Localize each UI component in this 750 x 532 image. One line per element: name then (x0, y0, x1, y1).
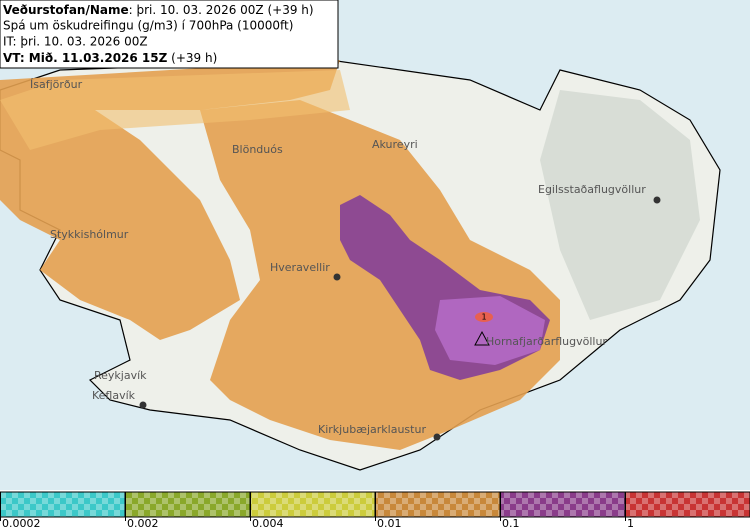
place-label: Blönduós (232, 143, 283, 156)
place-label: Hveravellir (270, 261, 330, 274)
colorbar-label: 0.004 (252, 517, 284, 530)
colorbar-segment (0, 491, 126, 518)
place-label: Akureyri (372, 138, 418, 151)
header-label: Veðurstofan/Name (3, 3, 129, 17)
place-dot (139, 401, 147, 409)
colorbar-label: 0.0002 (2, 517, 41, 530)
header-line1: Veðurstofan/Name: þri. 10. 03. 2026 00Z … (3, 3, 314, 17)
place-labels: Ísafjörður Blönduós Akureyri Egilsstaðaflug… (30, 78, 661, 441)
header-label: VT: Mið. 11.03.2026 15Z (3, 51, 168, 65)
terrain (540, 90, 700, 320)
colorbar-segment (249, 491, 376, 518)
ash-light (0, 70, 350, 150)
volcano-label: 1 (481, 313, 486, 322)
colorbar-segment (374, 491, 501, 518)
place-label: Egilsstaðaflugvöllur (538, 183, 646, 196)
place-dot (333, 273, 341, 281)
volcano-icon (474, 330, 490, 346)
ash-orange (0, 60, 560, 450)
header-box (0, 0, 339, 69)
ash-purple-core (435, 296, 545, 365)
place-label: Stykkishólmur (50, 228, 129, 241)
place-label: Kirkjubæjarklaustur (318, 423, 426, 436)
place-label: Hornafjarðarflugvöllur (486, 335, 607, 348)
place-dot (433, 433, 441, 441)
colorbar-segment (499, 491, 626, 518)
header-line4: VT: Mið. 11.03.2026 15Z (+39 h) (3, 51, 217, 65)
header-line3: IT: þri. 10. 03. 2026 00Z (3, 35, 148, 49)
colorbar-segment (124, 491, 251, 518)
colorbar: 0.0002 0.002 0.004 0.01 0.1 1 (0, 491, 750, 530)
place-label: Keflavík (92, 389, 136, 402)
header-value: : þri. 10. 03. 2026 00Z (+39 h) (129, 3, 314, 17)
ash-red (475, 312, 493, 322)
place-label: Reykjavík (94, 369, 147, 382)
colorbar-label: 1 (627, 517, 634, 530)
colorbar-label: 0.002 (127, 517, 159, 530)
colorbar-segment (624, 491, 750, 518)
place-label: Ísafjörður (30, 78, 83, 91)
place-dot (653, 196, 661, 204)
header-line2: Spá um öskudreifingu (g/m3) í 700hPa (10… (3, 19, 293, 33)
colorbar-label: 0.01 (377, 517, 402, 530)
colorbar-label: 0.1 (502, 517, 520, 530)
header-value: (+39 h) (167, 51, 217, 65)
